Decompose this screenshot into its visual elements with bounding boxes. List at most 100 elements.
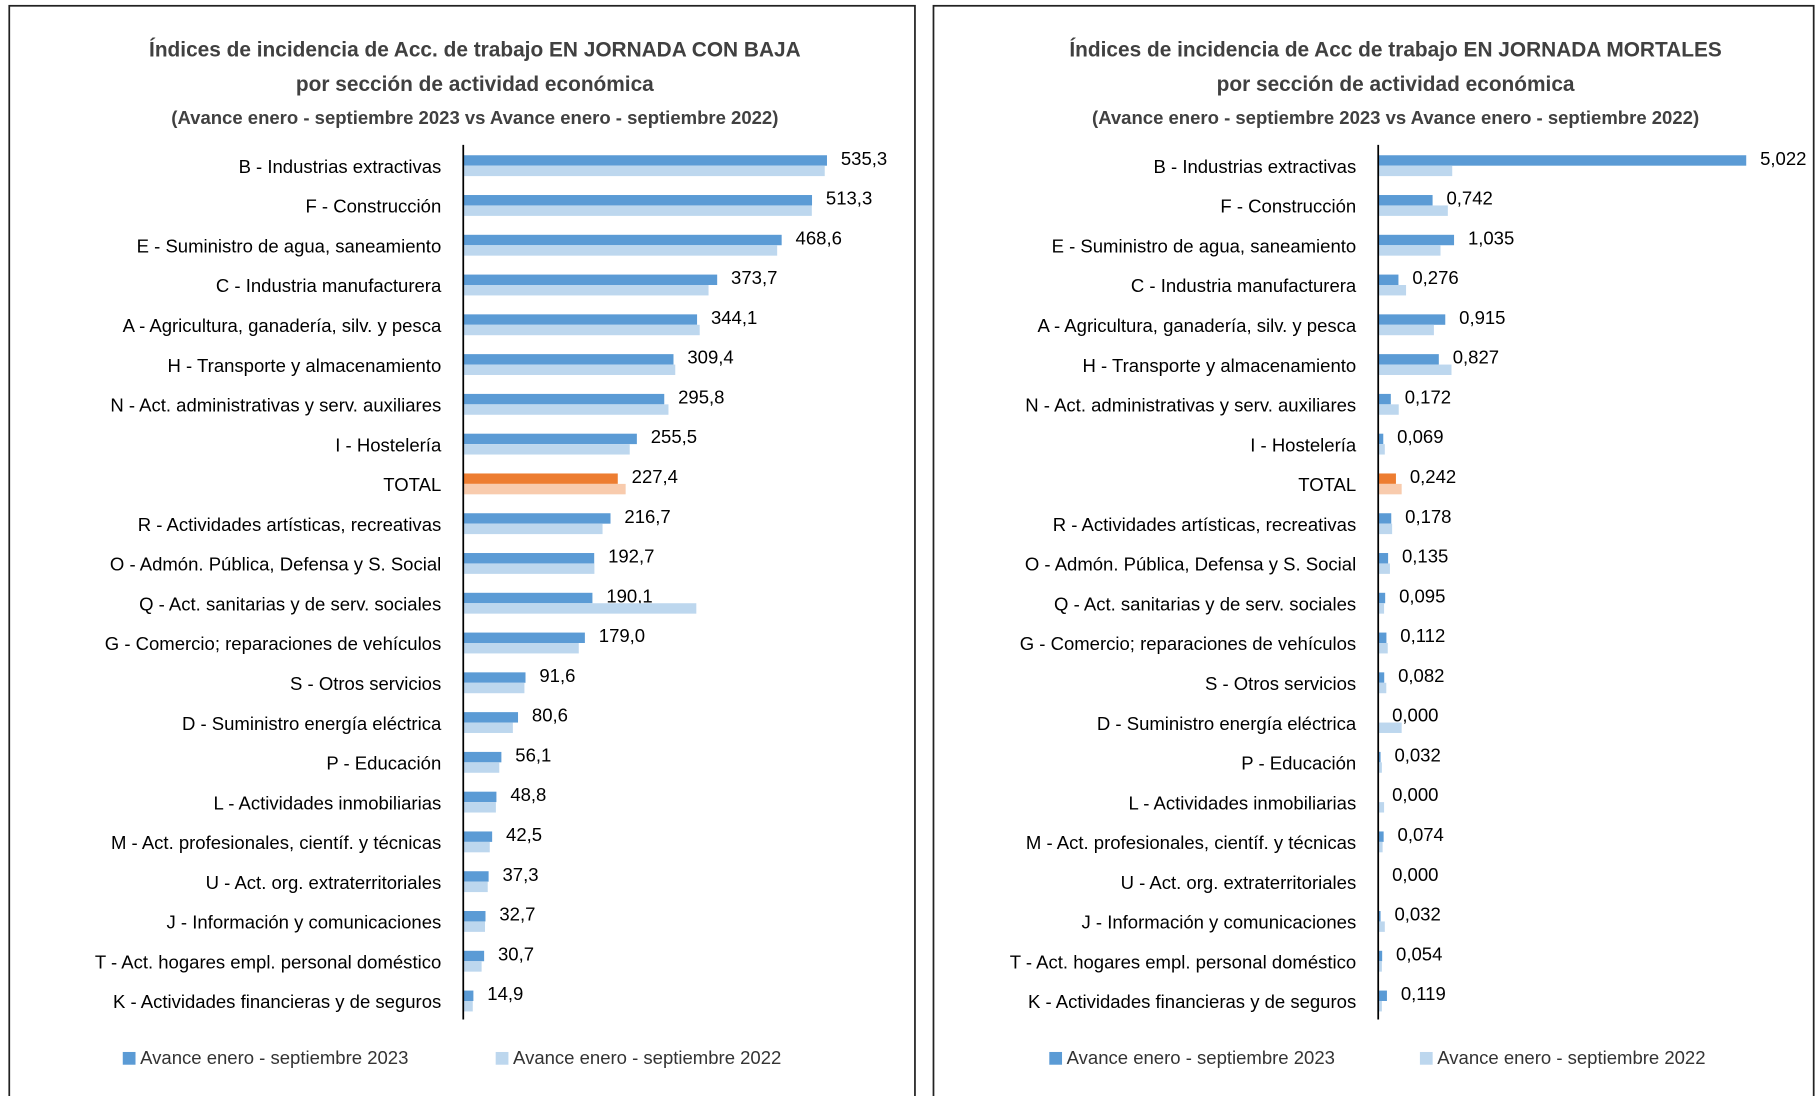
category-label: A - Agricultura, ganadería, silv. y pesc… — [1038, 315, 1357, 336]
value-label: 0,069 — [1397, 426, 1443, 447]
bar — [463, 592, 593, 604]
bar — [1378, 553, 1389, 564]
value-label: 80,6 — [532, 705, 568, 726]
bar — [1378, 632, 1387, 644]
value-label: 192,7 — [608, 546, 654, 567]
category-label: N - Act. administrativas y serv. auxilia… — [110, 395, 441, 416]
bar — [463, 643, 579, 654]
value-label: 0,119 — [1401, 983, 1446, 1004]
bar — [1378, 802, 1385, 813]
bar — [463, 802, 496, 813]
category-label: S - Otros servicios — [290, 673, 441, 694]
bar — [1378, 990, 1387, 1001]
category-label: T - Act. hogares empl. personal doméstic… — [1010, 951, 1356, 972]
value-label: 0,242 — [1410, 466, 1456, 487]
value-label: 0,082 — [1398, 665, 1444, 686]
category-label: T - Act. hogares empl. personal doméstic… — [95, 951, 441, 972]
bar — [1378, 433, 1384, 445]
bar — [463, 354, 674, 365]
legend-swatch — [495, 1051, 509, 1065]
category-label: S - Otros servicios — [1205, 673, 1356, 694]
bar — [1378, 513, 1392, 524]
value-label: 0,112 — [1400, 625, 1445, 646]
category-label: Q - Act. sanitarias y de serv. sociales — [139, 593, 441, 614]
bar — [463, 722, 513, 733]
category-label: F - Construcción — [1220, 196, 1356, 217]
value-label: 0,827 — [1453, 347, 1499, 368]
bar — [463, 473, 618, 484]
category-label: Q - Act. sanitarias y de serv. sociales — [1054, 593, 1356, 614]
category-label: U - Act. org. extraterritoriales — [206, 872, 442, 893]
bar — [463, 791, 497, 803]
bar — [463, 603, 697, 614]
legend-label: Avance enero - septiembre 2023 — [1067, 1047, 1335, 1068]
bar — [463, 285, 709, 296]
bar — [1378, 354, 1439, 365]
bar — [463, 751, 502, 763]
category-label: D - Suministro energía eléctrica — [182, 713, 442, 734]
bar — [1378, 155, 1747, 166]
chart-subtitle: (Avance enero - septiembre 2023 vs Avanc… — [171, 107, 778, 128]
bar — [1378, 762, 1382, 773]
bar — [463, 881, 488, 893]
value-label: 0,074 — [1398, 824, 1444, 845]
value-label: 468,6 — [796, 227, 842, 248]
bar — [463, 274, 718, 286]
value-label: 14,9 — [487, 983, 523, 1004]
chart-title: Índices de incidencia de Acc de trabajo … — [1069, 38, 1721, 61]
legend-label: Avance enero - septiembre 2022 — [1437, 1047, 1705, 1068]
category-label: D - Suministro energía eléctrica — [1097, 713, 1357, 734]
bar — [463, 314, 698, 325]
category-label: L - Actividades inmobiliarias — [1128, 792, 1356, 813]
bar — [463, 523, 603, 535]
value-label: 30,7 — [498, 943, 534, 964]
category-label: TOTAL — [1298, 474, 1356, 495]
category-label: J - Información y comunicaciones — [167, 912, 442, 933]
bar — [463, 205, 812, 216]
value-label: 0,032 — [1394, 904, 1440, 925]
value-label: 513,3 — [826, 188, 872, 209]
value-label: 0,135 — [1402, 546, 1448, 567]
value-label: 56,1 — [515, 744, 551, 765]
category-label: P - Educación — [1241, 753, 1356, 774]
value-label: 179,0 — [599, 625, 645, 646]
value-label: 0,915 — [1459, 307, 1505, 328]
chart-subtitle: (Avance enero - septiembre 2023 vs Avanc… — [1092, 107, 1699, 128]
bar — [1378, 364, 1452, 375]
category-label: I - Hostelería — [1250, 434, 1357, 455]
category-label: E - Suministro de agua, saneamiento — [137, 235, 442, 256]
bar — [1378, 404, 1399, 415]
bar — [1378, 592, 1386, 604]
value-label: 0,000 — [1392, 784, 1438, 805]
bar — [1378, 285, 1407, 296]
value-label: 37,3 — [503, 864, 539, 885]
bar — [463, 841, 490, 853]
legend-label: Avance enero - septiembre 2023 — [140, 1047, 408, 1068]
bar — [1378, 921, 1385, 932]
category-label: L - Actividades inmobiliarias — [214, 792, 442, 813]
legend-swatch — [122, 1051, 136, 1065]
bar — [1378, 483, 1402, 495]
category-label: M - Act. profesionales, científ. y técni… — [1026, 832, 1356, 853]
bar — [463, 444, 630, 455]
category-label: TOTAL — [383, 474, 441, 495]
bar — [1378, 274, 1399, 286]
value-label: 5,022 — [1760, 148, 1806, 169]
value-label: 0,000 — [1392, 864, 1438, 885]
category-label: F - Construcción — [305, 196, 441, 217]
value-label: 309,4 — [687, 347, 733, 368]
value-label: 0,178 — [1405, 506, 1451, 527]
chart-title: por sección de actividad económica — [296, 73, 654, 96]
value-label: 42,5 — [506, 824, 542, 845]
bar — [463, 324, 700, 336]
chart-title: por sección de actividad económica — [1217, 73, 1575, 96]
category-label: H - Transporte y almacenamiento — [1083, 355, 1357, 376]
bar — [463, 632, 585, 644]
category-label: O - Admón. Pública, Defensa y S. Social — [110, 554, 441, 575]
category-label: R - Actividades artísticas, recreativas — [138, 514, 442, 535]
bar — [463, 950, 485, 962]
bar — [1378, 234, 1455, 246]
panel-border — [932, 4, 1815, 1096]
bar — [463, 513, 611, 524]
